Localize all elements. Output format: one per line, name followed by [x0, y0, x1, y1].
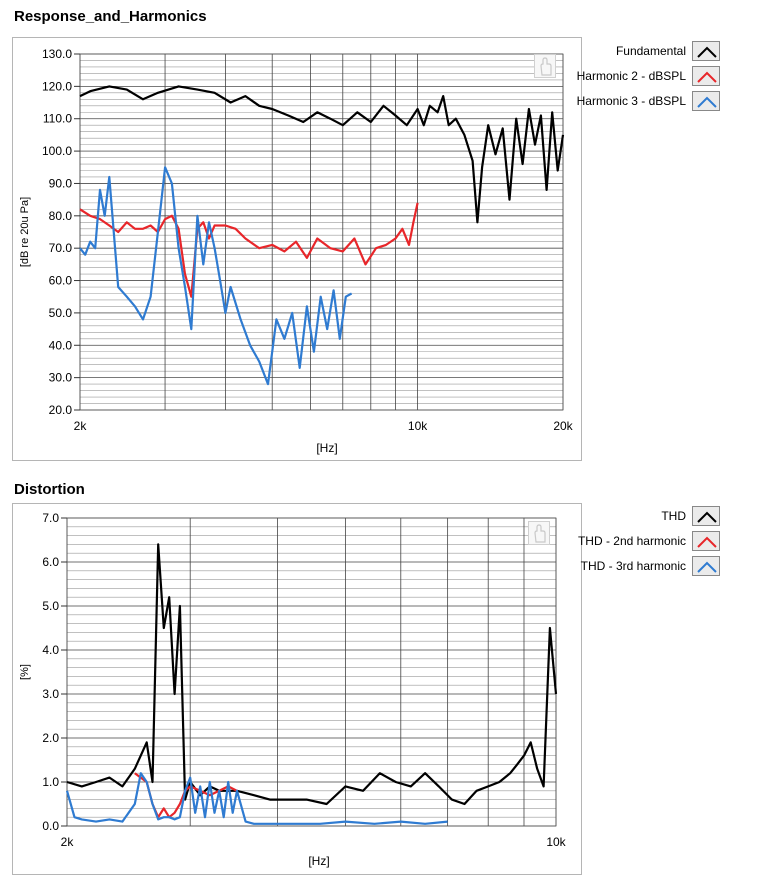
y-tick-label: 20.0	[49, 403, 73, 417]
y-axis-label: [%]	[19, 664, 31, 680]
response-chart-title: Response_and_Harmonics	[14, 8, 207, 25]
y-tick-label: 90.0	[49, 176, 73, 190]
y-tick-label: 50.0	[49, 306, 73, 320]
legend-item[interactable]: THD	[542, 505, 722, 530]
series-line	[79, 85, 565, 224]
x-tick-label: 10k	[546, 835, 566, 849]
y-tick-label: 2.0	[42, 731, 59, 745]
y-tick-label: 4.0	[42, 643, 59, 657]
y-tick-label: 0.0	[42, 819, 59, 833]
response-legend: Fundamental Harmonic 2 - dBSPL Harmonic 3 …	[542, 40, 722, 115]
legend-label: Harmonic 3 - dBSPL	[576, 94, 686, 108]
distortion-chart-frame	[12, 503, 582, 875]
line-swatch-icon[interactable]	[692, 41, 720, 61]
legend-label: Harmonic 2 - dBSPL	[576, 69, 686, 83]
distortion-chart-title: Distortion	[14, 481, 85, 498]
series-line	[79, 166, 353, 386]
series-line	[65, 772, 448, 825]
line-swatch-icon[interactable]	[692, 66, 720, 86]
y-tick-label: 40.0	[49, 338, 73, 352]
y-tick-label: 3.0	[42, 687, 59, 701]
x-tick-label: 2k	[74, 419, 88, 433]
y-tick-label: 5.0	[42, 599, 59, 613]
y-tick-label: 70.0	[49, 241, 73, 255]
y-tick-label: 1.0	[42, 775, 59, 789]
y-tick-label: 120.0	[42, 79, 72, 93]
legend-label: THD - 2nd harmonic	[577, 534, 686, 548]
y-tick-label: 110.0	[43, 112, 72, 126]
series-line	[66, 543, 558, 806]
x-tick-label: 20k	[553, 419, 573, 433]
legend-item[interactable]: Harmonic 2 - dBSPL	[542, 65, 722, 90]
y-tick-label: 130.0	[42, 47, 72, 61]
line-swatch-icon[interactable]	[692, 91, 720, 111]
legend-item[interactable]: Harmonic 3 - dBSPL	[542, 90, 722, 115]
legend-label: Fundamental	[615, 44, 686, 58]
y-tick-label: 80.0	[49, 209, 73, 223]
y-tick-label: 60.0	[49, 274, 73, 288]
plot-area	[79, 53, 564, 411]
hand-cursor-icon[interactable]	[534, 54, 556, 78]
chart-grid	[66, 517, 557, 827]
hand-cursor-icon[interactable]	[528, 521, 550, 545]
line-swatch-icon[interactable]	[692, 531, 720, 551]
series-line	[79, 202, 419, 298]
x-axis-label: [Hz]	[308, 854, 329, 868]
legend-label: THD	[661, 509, 686, 523]
x-axis-label: [Hz]	[316, 441, 337, 455]
line-swatch-icon[interactable]	[692, 506, 720, 526]
line-swatch-icon[interactable]	[692, 556, 720, 576]
y-tick-label: 30.0	[49, 371, 73, 385]
distortion-legend: THD THD - 2nd harmonic THD - 3rd harmonic	[542, 505, 722, 580]
legend-item[interactable]: THD - 2nd harmonic	[542, 530, 722, 555]
legend-item[interactable]: THD - 3rd harmonic	[542, 555, 722, 580]
y-axis-label: [dB re 20u Pa]	[19, 197, 31, 267]
x-tick-label: 10k	[408, 419, 428, 433]
legend-item[interactable]: Fundamental	[542, 40, 722, 65]
y-tick-label: 100.0	[42, 144, 72, 158]
plot-area	[66, 517, 557, 827]
y-tick-label: 6.0	[42, 555, 59, 569]
legend-label: THD - 3rd harmonic	[580, 559, 686, 573]
y-tick-label: 7.0	[42, 511, 59, 525]
x-tick-label: 2k	[61, 835, 75, 849]
